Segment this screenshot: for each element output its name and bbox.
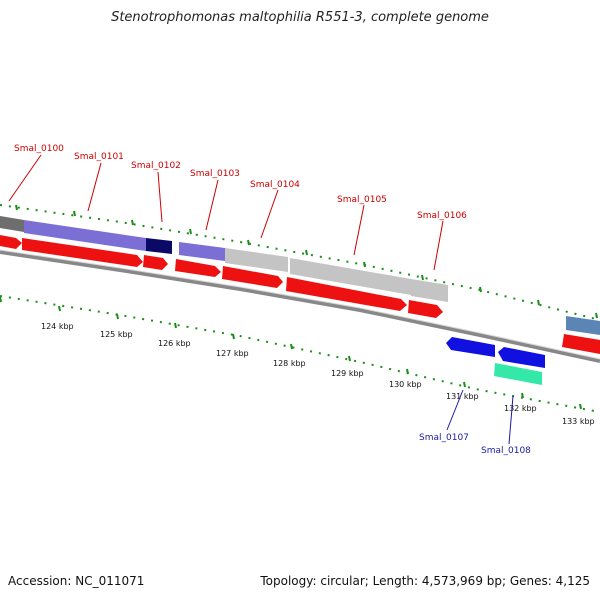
genome-summary: Topology: circular; Length: 4,573,969 bp… xyxy=(260,574,590,588)
lower-gene-labels: Smal_0107 Smal_0108 xyxy=(419,433,531,456)
feature-navy xyxy=(146,238,172,254)
kbp-label: 125 kbp xyxy=(100,330,133,339)
gene-label-smal-0103: Smal_0103 xyxy=(190,169,240,179)
gene-label-smal-0100: Smal_0100 xyxy=(14,144,64,154)
genome-backbone xyxy=(0,250,600,363)
cds-arrow-reverse xyxy=(446,337,495,357)
gene-label-smal-0104: Smal_0104 xyxy=(250,180,300,190)
kbp-label: 130 kbp xyxy=(389,380,422,389)
cds-arrow xyxy=(286,277,407,311)
genome-backbone-highlight xyxy=(0,249,600,360)
kbp-label: 124 kbp xyxy=(41,322,74,331)
feature-gray xyxy=(0,216,24,232)
gene-label-smal-0101: Smal_0101 xyxy=(74,152,124,162)
cds-arrow xyxy=(408,300,443,318)
feature-band xyxy=(0,216,600,335)
upper-scale xyxy=(0,204,600,321)
map-title: Stenotrophomonas maltophilia R551-3, com… xyxy=(111,10,489,25)
feature-purple xyxy=(179,242,225,261)
lower-scale-ticks xyxy=(0,296,582,410)
gene-label-smal-0105: Smal_0105 xyxy=(337,195,387,205)
feature-purple xyxy=(24,220,146,251)
gene-label-smal-0107: Smal_0107 xyxy=(419,433,469,443)
gene-label-smal-0108: Smal_0108 xyxy=(481,446,531,456)
kbp-label: 133 kbp xyxy=(562,417,595,426)
upper-scale-ticks xyxy=(15,204,598,319)
kbp-label: 129 kbp xyxy=(331,369,364,378)
cds-arrow xyxy=(222,266,283,288)
feature-aquamarine xyxy=(494,363,542,385)
cds-arrow-reverse xyxy=(498,347,545,368)
lower-callouts xyxy=(446,389,514,445)
accession-label: Accession: NC_011071 xyxy=(8,574,145,588)
kbp-label: 128 kbp xyxy=(273,359,306,368)
kbp-label: 127 kbp xyxy=(216,349,249,358)
feature-light-gray xyxy=(411,279,448,302)
upper-callouts xyxy=(8,154,444,271)
kbp-label: 131 kbp xyxy=(446,392,479,401)
upper-gene-labels: Smal_0100 Smal_0101 Smal_0102 Smal_0103 … xyxy=(14,144,467,221)
cds-arrow xyxy=(175,259,221,277)
cds-forward-track xyxy=(0,235,600,354)
cds-arrow xyxy=(22,238,143,267)
cds-arrow xyxy=(0,235,22,249)
gene-label-smal-0106: Smal_0106 xyxy=(417,211,467,221)
gene-label-smal-0102: Smal_0102 xyxy=(131,161,181,171)
cds-reverse-track xyxy=(446,337,545,385)
feature-steel-blue xyxy=(566,316,600,335)
feature-light-gray xyxy=(290,258,411,295)
cds-arrow xyxy=(562,334,600,354)
cds-arrow xyxy=(143,255,168,270)
feature-light-gray xyxy=(225,248,288,272)
kbp-label: 132 kbp xyxy=(504,404,537,413)
kbp-labels: 124 kbp 125 kbp 126 kbp 127 kbp 128 kbp … xyxy=(41,322,595,426)
kbp-label: 126 kbp xyxy=(158,339,191,348)
